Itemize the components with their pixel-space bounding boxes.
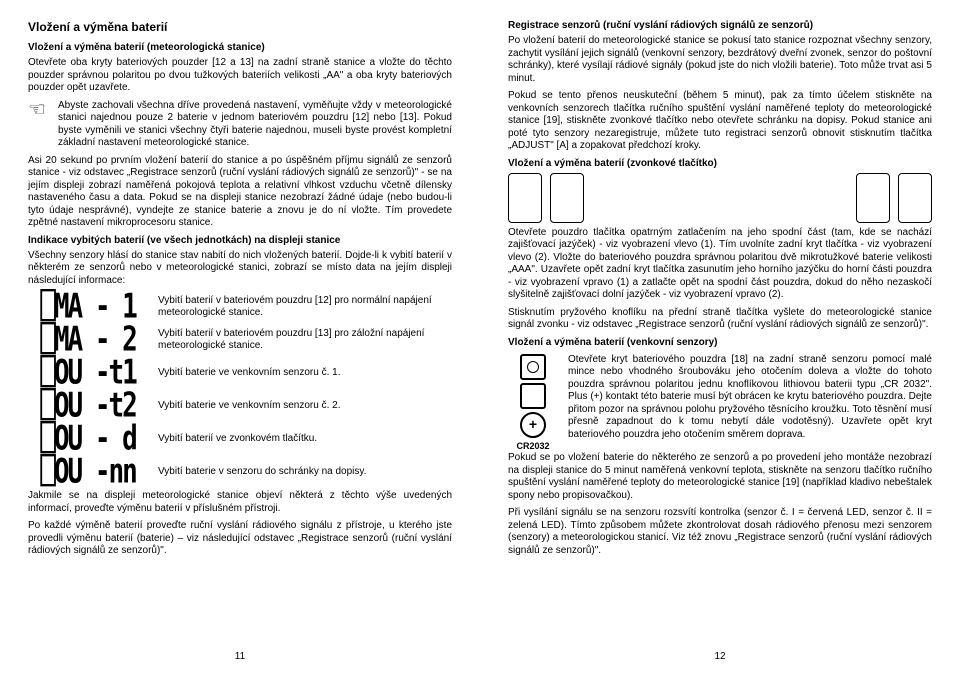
body-text: Všechny senzory hlásí do stanice stav na… — [28, 250, 452, 288]
coin-battery-icon: + — [520, 412, 546, 438]
diagram-icon — [898, 173, 932, 223]
page-number: 12 — [480, 651, 960, 662]
indicator-label: Vybití baterií ve zvonkovém tlačítku. — [158, 433, 452, 445]
section-title: Vložení a výměna baterií (meteorologická… — [28, 42, 452, 53]
indicator-label: Vybití baterie v senzoru do schránky na … — [158, 466, 452, 478]
display-icon: ⎕OU -nn — [28, 453, 148, 492]
body-text: Po každé výměně baterií proveďte ruční v… — [28, 520, 452, 558]
diagram-icon — [550, 173, 584, 223]
indicator-label: Vybití baterie ve venkovním senzoru č. 1… — [158, 367, 452, 379]
battery-icons: + CR2032 — [508, 354, 558, 453]
doorbell-diagram — [508, 173, 932, 223]
section-title: Vložení a výměna baterií (venkovní senzo… — [508, 337, 932, 348]
body-text: Otevřete pouzdro tlačítka opatrným zatla… — [508, 227, 932, 302]
body-text: Otevřete oba kryty bateriových pouzder [… — [28, 57, 452, 95]
indicator-label: Vybití baterií v bateriovém pouzdru [12]… — [158, 295, 452, 319]
body-text: Při vysílání signálu se na senzoru rozsv… — [508, 507, 932, 557]
sensor-back-icon — [520, 354, 546, 380]
body-text: Asi 20 sekund po prvním vložení baterií … — [28, 155, 452, 230]
page-right: Registrace senzorů (ruční vyslání rádiov… — [480, 0, 960, 674]
sensor-front-icon — [520, 383, 546, 409]
section-title: Vložení a výměna baterií (zvonkové tlačí… — [508, 158, 932, 169]
indicators-list: ⎕MA - 1Vybití baterií v bateriovém pouzd… — [28, 292, 452, 487]
body-text: Po vložení baterií do meteorologické sta… — [508, 35, 932, 85]
page-number: 11 — [0, 651, 480, 662]
page-left: Vložení a výměna baterií Vložení a výměn… — [0, 0, 480, 674]
section-title: Registrace senzorů (ruční vyslání rádiov… — [508, 20, 932, 31]
note-block: ☜ Abyste zachovali všechna dříve provede… — [28, 100, 452, 150]
body-text: Jakmile se na displeji meteorologické st… — [28, 490, 452, 515]
diagram-icon — [856, 173, 890, 223]
note-text: Abyste zachovali všechna dříve provedená… — [58, 100, 452, 150]
battery-type-label: CR2032 — [508, 440, 558, 453]
body-text: Pokud se po vložení baterie do některého… — [508, 452, 932, 502]
indicator-label: Vybití baterie ve venkovním senzoru č. 2… — [158, 400, 452, 412]
body-text: Stisknutím pryžového knoflíku na přední … — [508, 307, 932, 332]
indicator-label: Vybití baterií v bateriovém pouzdru [13]… — [158, 328, 452, 352]
body-text: Pokud se tento přenos neuskuteční (během… — [508, 90, 932, 153]
diagram-icon — [508, 173, 542, 223]
body-text: Otevřete kryt bateriového pouzdra [18] n… — [568, 354, 932, 453]
hand-icon: ☜ — [28, 100, 52, 150]
battery-block: + CR2032 Otevřete kryt bateriového pouzd… — [508, 354, 932, 453]
section-title: Indikace vybitých baterií (ve všech jedn… — [28, 235, 452, 246]
main-title: Vložení a výměna baterií — [28, 20, 452, 34]
